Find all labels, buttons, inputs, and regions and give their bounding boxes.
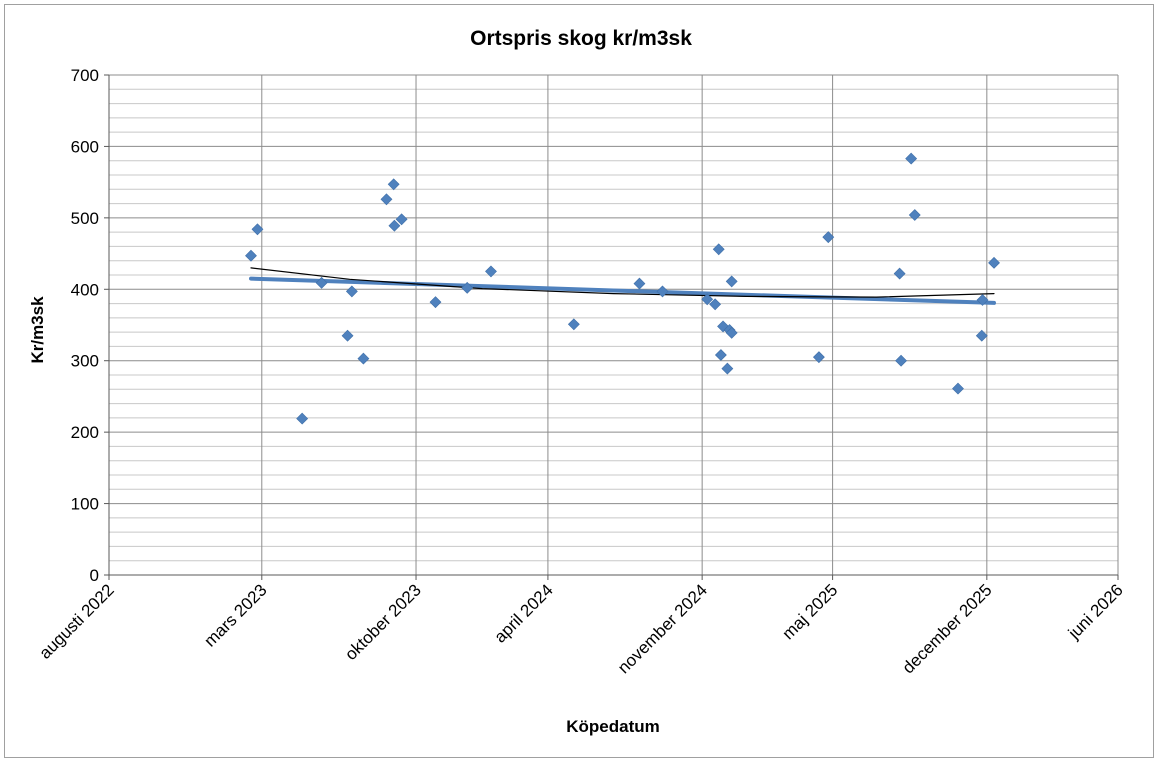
data-point [656,285,669,298]
y-tick-label: 600 [71,137,99,156]
data-point [567,318,580,331]
data-point [357,352,370,365]
data-point [952,382,964,395]
data-point [701,293,714,306]
data-point [905,152,918,165]
chart-title: Ortspris skog kr/m3sk [470,27,692,50]
data-point [893,267,906,280]
data-point [345,285,358,298]
data-point [296,412,309,425]
y-axis-title: Kr/m3sk [28,296,47,364]
y-tick-label: 0 [90,566,99,585]
data-point [388,219,401,232]
data-point [895,354,907,367]
data-point [461,281,474,294]
y-tick-label: 400 [71,280,99,299]
data-point [988,256,1000,269]
gridlines [108,74,1119,576]
data-point [714,349,727,361]
y-tick-label: 200 [71,423,99,442]
data-point [717,320,729,333]
x-tick-label: juni 2026 [1064,580,1127,643]
data-point [395,213,408,226]
data-point [725,326,738,339]
data-points [245,152,1000,425]
polynomial-trendline [250,267,995,298]
data-point [721,362,734,375]
linear-trendline [249,276,996,305]
x-tick-label: mars 2023 [200,580,270,650]
y-axis-ticks: 0 100 200 300 400 500 600 700 [71,66,109,585]
data-point [387,178,400,191]
data-point [812,351,825,364]
data-point [251,223,264,236]
data-point [975,329,988,342]
trendlines [249,267,996,305]
x-tick-label: augusti 2022 [36,580,118,662]
x-tick-label: december 2025 [899,580,996,677]
y-tick-label: 100 [71,495,99,514]
data-point [712,243,725,256]
data-point [245,249,257,262]
data-point [976,294,989,306]
data-point [485,265,497,278]
data-point [725,275,738,288]
x-axis-title: Köpedatum [566,717,660,736]
x-tick-label: maj 2025 [779,580,842,643]
data-point [822,231,835,244]
x-tick-label: oktober 2023 [341,580,425,664]
data-point [380,193,393,206]
y-tick-label: 300 [71,352,99,371]
x-tick-label: april 2024 [491,580,557,646]
data-point [315,276,328,289]
data-point [429,296,442,309]
data-point [908,209,921,221]
data-point [709,298,722,311]
y-tick-label: 500 [71,209,99,228]
scatter-chart: Ortspris skog kr/m3sk 0 100 200 300 400 500 60… [28,27,1127,736]
data-point [341,329,354,342]
axes [108,75,1118,576]
chart-frame: Ortspris skog kr/m3sk 0 100 200 300 400 500 60… [4,4,1154,758]
x-axis-ticks: augusti 2022 mars 2023 oktober 2023 april 2… [36,575,1127,677]
x-tick-label: november 2024 [614,580,711,677]
y-tick-label: 700 [71,66,99,85]
data-point [633,277,646,290]
